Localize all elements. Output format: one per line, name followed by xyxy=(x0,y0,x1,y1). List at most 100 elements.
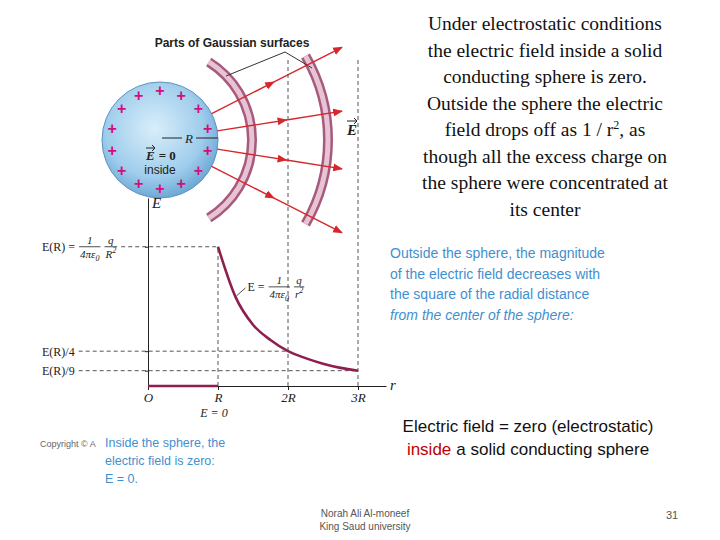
footer-author: Norah Ali Al-moneef xyxy=(321,508,410,519)
formula-denominator-base: 4πε xyxy=(80,248,96,260)
gaussian-surface-edge xyxy=(305,56,328,224)
text-segment: , as xyxy=(619,119,645,140)
x-tick: 2R xyxy=(281,386,296,405)
zero-label: E = 0 xyxy=(199,406,227,420)
formula-denominator: R2 xyxy=(104,246,116,260)
formula-denominator: 4πε0 xyxy=(80,248,99,263)
inside-field-symbol: E xyxy=(145,148,155,163)
text-line: the electric field inside a solid xyxy=(428,40,663,61)
fraction-bar xyxy=(79,246,100,247)
text-block: Under electrostatic conditions the electr… xyxy=(422,13,668,220)
formula-numerator: 1 xyxy=(87,234,93,246)
charge: + xyxy=(203,120,212,137)
diagram: Parts of Gaussian surfacesE+++++++++++++… xyxy=(102,36,357,233)
text-segment: conducting sphere is zero. xyxy=(443,66,647,87)
field-line xyxy=(217,111,342,131)
y-tick-mark xyxy=(145,371,148,372)
guide-line xyxy=(358,60,359,386)
caption-line: Outside the sphere, the magnitude xyxy=(390,245,605,261)
charge: + xyxy=(108,120,117,137)
formula-denominator: 4πε0 xyxy=(270,288,289,303)
caption-inside: Inside the sphere, theelectric field is … xyxy=(105,436,225,486)
inside-field-rest: = 0 xyxy=(159,148,176,163)
x-tick-label: R xyxy=(214,390,223,405)
charge: + xyxy=(177,175,186,192)
vector-arrow xyxy=(146,145,155,151)
formula-index: 0 xyxy=(285,294,289,303)
formula-denominator: r2 xyxy=(295,286,303,300)
text-segment: the electric field inside a solid xyxy=(428,40,663,61)
y-tick: E(R)/9 xyxy=(42,364,148,378)
caption-line: E = 0. xyxy=(105,472,138,486)
copyright: Copyright © A xyxy=(40,439,96,449)
caption-line: from the center of the sphere: xyxy=(390,307,574,323)
page-number: 31 xyxy=(666,509,678,521)
text-segment: Outside the sphere the electric xyxy=(427,93,663,114)
formula-index: 0 xyxy=(95,254,99,263)
field-label-text: E xyxy=(346,122,357,138)
background xyxy=(0,0,720,540)
formula: E = 1 4πε0 qr2 xyxy=(248,274,305,303)
field-line xyxy=(212,47,342,113)
text-segment: field drops off as 1 / r xyxy=(445,119,614,140)
y-axis: E(R)E(R)/4E(R)/9 xyxy=(42,199,149,387)
y-axis-line xyxy=(148,199,149,387)
field-line xyxy=(217,149,342,169)
x-axis-line xyxy=(149,386,387,387)
text-segment: the sphere were concentrated at xyxy=(422,172,668,193)
summary-highlight: inside xyxy=(407,440,451,459)
text-line: its center xyxy=(510,199,581,220)
text-segment: its center xyxy=(510,199,581,220)
field-curve xyxy=(148,385,218,388)
footer-institution: King Saud university xyxy=(319,521,410,532)
guide-line xyxy=(79,351,288,352)
gaussian-surface xyxy=(305,56,328,224)
pointer-line xyxy=(226,52,285,76)
charge: + xyxy=(177,87,186,104)
fraction-bar xyxy=(104,246,117,247)
caption-line: the square of the radial distance xyxy=(390,286,589,302)
fraction-bar xyxy=(294,286,304,287)
charge: + xyxy=(134,87,143,104)
charge: + xyxy=(134,175,143,192)
leader-line xyxy=(237,288,246,296)
text-line: conducting sphere is zero. xyxy=(443,66,647,87)
y-axis-title: E xyxy=(151,195,161,211)
y-tick-label: E(R)/9 xyxy=(42,364,75,378)
summary: Electric field = zero (electrostatic) ins… xyxy=(403,417,654,459)
formula: =14πε0qR2 xyxy=(68,234,117,263)
formula-numerator: q xyxy=(296,274,302,286)
text-line: Under electrostatic conditions xyxy=(428,13,662,34)
text-line: though all the excess charge on xyxy=(423,146,667,167)
caption-outside: Outside the sphere, the magnitudeof the … xyxy=(390,245,605,323)
text-line: the sphere were concentrated at xyxy=(422,172,668,193)
slide: Parts of Gaussian surfacesE+++++++++++++… xyxy=(0,0,720,540)
field-label: E xyxy=(346,118,357,138)
charge: + xyxy=(194,162,203,179)
diagram-title: Parts of Gaussian surfaces xyxy=(155,36,310,50)
y-tick-mark xyxy=(145,351,148,352)
field-line xyxy=(212,166,342,232)
charge: + xyxy=(117,162,126,179)
fraction-bar xyxy=(269,286,290,287)
guides xyxy=(79,60,358,386)
charge: + xyxy=(108,142,117,159)
y-tick-mark xyxy=(145,247,148,248)
gaussian-surface-face xyxy=(305,56,328,224)
formula-lhs: = xyxy=(68,240,75,254)
caption-line: electric field is zero: xyxy=(105,454,215,468)
plot-area xyxy=(148,247,358,386)
formula-lhs: E = xyxy=(248,280,265,294)
x-tick-label: O xyxy=(144,390,154,405)
guide-line xyxy=(121,246,218,247)
text-line: Outside the sphere the electric xyxy=(427,93,663,114)
pointer-line xyxy=(285,52,312,68)
text-segment: Under electrostatic conditions xyxy=(428,13,662,34)
x-tick: R xyxy=(214,386,223,405)
formula-numerator: 1 xyxy=(277,274,283,286)
x-axis-title: r xyxy=(390,377,396,393)
text-segment: though all the excess charge on xyxy=(423,146,667,167)
y-tick-label: E(R) xyxy=(42,240,65,254)
guide-line xyxy=(218,247,219,386)
summary-line: Electric field = zero (electrostatic) xyxy=(403,417,654,436)
